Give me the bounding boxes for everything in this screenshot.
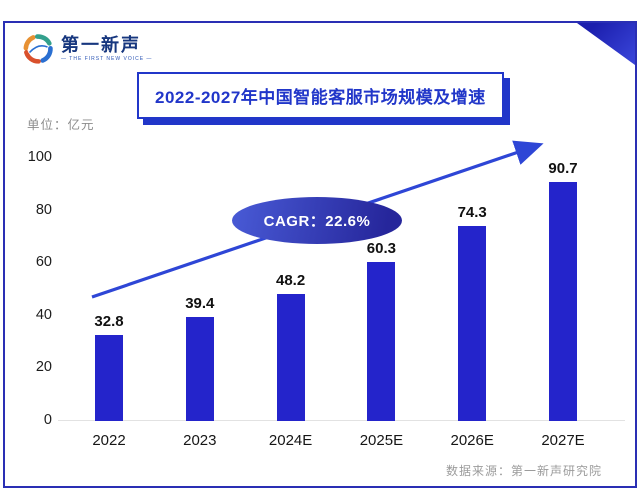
brand-logo: 第一新声 — THE FIRST NEW VOICE — bbox=[21, 32, 152, 66]
bar bbox=[367, 262, 396, 421]
chart-title-banner: 2022-2027年中国智能客服市场规模及增速 bbox=[137, 72, 504, 119]
bar bbox=[549, 182, 577, 421]
swirl-globe-icon bbox=[23, 34, 53, 64]
brand-tagline: — THE FIRST NEW VOICE — bbox=[61, 56, 153, 63]
bar bbox=[185, 317, 214, 421]
brand-name: 第一新声 bbox=[61, 34, 141, 55]
bar-value-label: 39.4 bbox=[185, 295, 215, 312]
x-axis-label: 2023 bbox=[183, 432, 217, 449]
x-axis-label: 2025E bbox=[359, 432, 404, 449]
cagr-label: CAGR：22.6% bbox=[263, 213, 371, 230]
y-tick-label: 100 bbox=[27, 149, 52, 165]
bar-value-label: 32.8 bbox=[94, 313, 124, 330]
bar bbox=[276, 294, 305, 421]
cagr-badge: CAGR：22.6% bbox=[232, 197, 402, 244]
chart-frame bbox=[3, 21, 637, 488]
unit-label: 单位：亿元 bbox=[27, 118, 95, 132]
x-axis-line bbox=[58, 420, 625, 421]
bar-value-label: 90.7 bbox=[548, 160, 578, 177]
x-axis-label: 2022 bbox=[92, 432, 126, 449]
x-axis-label: 2026E bbox=[450, 432, 494, 449]
y-tick-label: 40 bbox=[35, 306, 52, 323]
x-axis-label: 2027E bbox=[541, 432, 585, 449]
y-tick-label: 80 bbox=[35, 201, 52, 218]
y-tick-label: 0 bbox=[43, 412, 52, 428]
y-tick-label: 60 bbox=[35, 254, 52, 271]
data-source-note: 数据来源：第一新声研究院 bbox=[445, 464, 602, 478]
bar-value-label: 48.2 bbox=[275, 272, 306, 289]
brand-logo-text: 第一新声 — THE FIRST NEW VOICE — bbox=[61, 34, 153, 63]
bar bbox=[95, 335, 123, 421]
bar bbox=[458, 226, 487, 421]
bar-value-label: 60.3 bbox=[366, 240, 396, 257]
y-tick-label: 20 bbox=[35, 359, 52, 376]
x-axis-label: 2024E bbox=[268, 432, 313, 449]
chart-title: 2022-2027年中国智能客服市场规模及增速 bbox=[155, 88, 486, 107]
bar-value-label: 74.3 bbox=[457, 204, 487, 221]
corner-ribbon-decoration bbox=[577, 23, 635, 65]
